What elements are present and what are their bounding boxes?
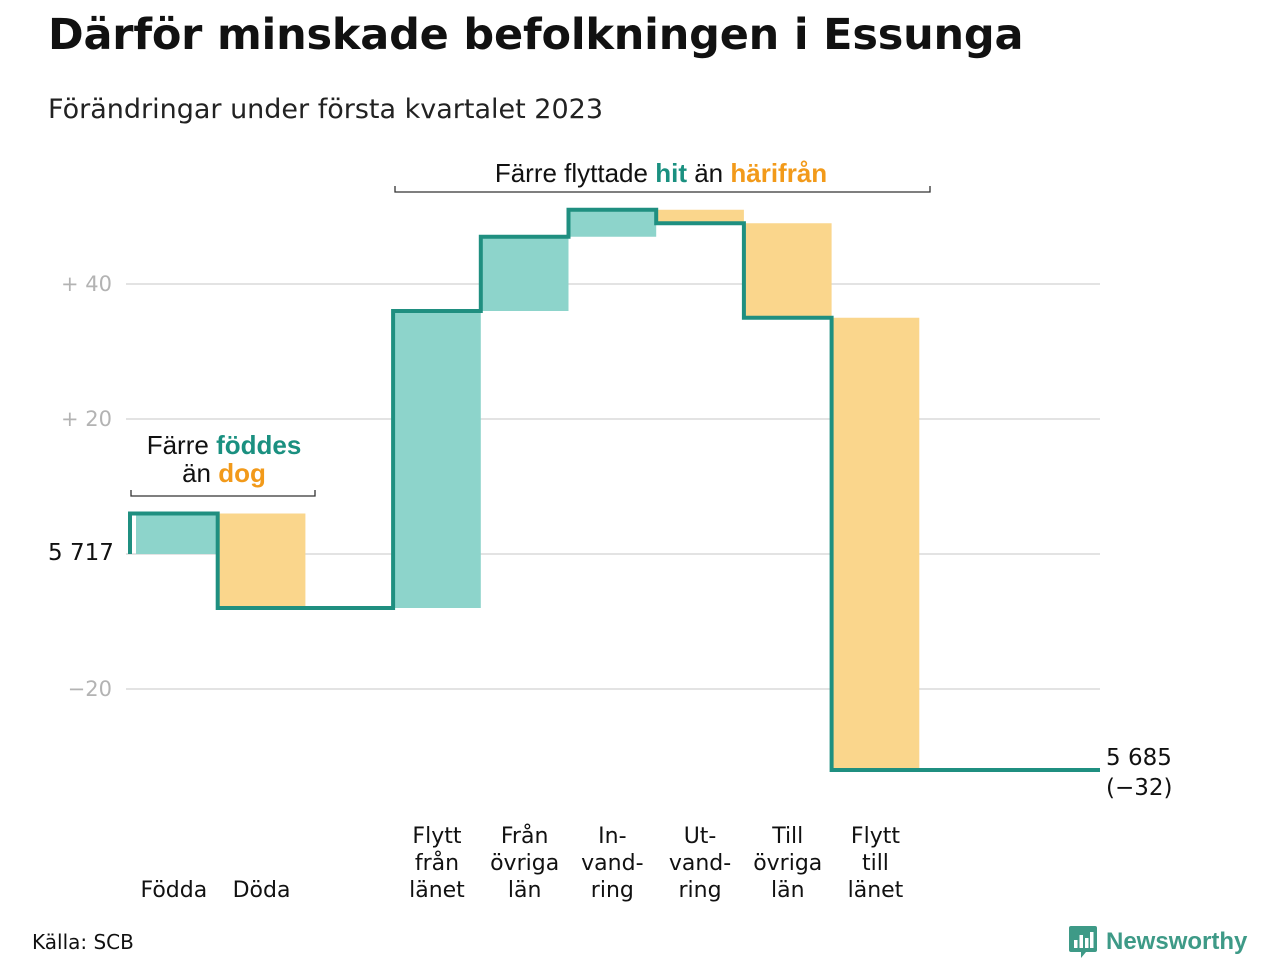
newsworthy-logo-icon <box>1069 926 1097 958</box>
category-label: till <box>862 851 889 876</box>
y-tick-label: + 20 <box>61 407 112 431</box>
bar <box>136 513 218 554</box>
x-axis-categories: Födda DödaFlyttfrånlänetFrånövrigalänIn-v… <box>140 823 903 903</box>
bar <box>480 236 569 311</box>
y-tick-label: + 40 <box>61 272 112 296</box>
category-label: ring <box>679 878 722 903</box>
bar <box>743 223 832 318</box>
category-label: övriga <box>753 851 822 876</box>
y-tick-label: −20 <box>68 677 112 701</box>
moves-annotation-text: Färre flyttade hit än härifrån <box>495 158 827 188</box>
category-label: Flytt <box>851 824 900 849</box>
category-label: länet <box>409 878 465 903</box>
births-annotation: Färre föddes än dog <box>130 430 316 497</box>
source-note: Källa: SCB <box>32 930 134 954</box>
end-change-label: (−32) <box>1106 775 1172 801</box>
births-bracket <box>130 490 316 497</box>
bar <box>568 209 657 237</box>
newsworthy-logo: Newsworthy <box>1068 924 1247 960</box>
category-label: län <box>771 878 805 903</box>
bar <box>393 311 481 608</box>
category-label: från <box>415 850 459 876</box>
category-label: ring <box>591 878 634 903</box>
category-label: län <box>508 878 542 903</box>
category-label: In- <box>598 824 626 849</box>
category-label: vand- <box>581 851 643 876</box>
y-axis-ticks: + 40 + 20 −20 <box>61 272 112 701</box>
category-label: Flytt <box>412 824 461 849</box>
births-annotation-line2: än dog <box>182 458 266 488</box>
gridlines <box>126 283 1100 690</box>
category-label: Till <box>771 824 803 849</box>
category-label: Döda <box>233 878 291 903</box>
bar <box>656 209 744 224</box>
bars <box>136 209 920 770</box>
chart-title: Därför minskade befolkningen i Essunga <box>48 10 1024 60</box>
category-label: Ut- <box>684 824 717 849</box>
running-total-line <box>128 207 1100 772</box>
brand-name: Newsworthy <box>1106 928 1248 955</box>
births-annotation-line1: Färre föddes <box>147 430 302 460</box>
chart-subtitle: Förändringar under första kvartalet 2023 <box>48 94 604 125</box>
category-label: Från <box>501 823 549 849</box>
category-label: vand- <box>669 851 731 876</box>
bar <box>217 513 306 608</box>
start-value-label: 5 717 <box>48 540 114 566</box>
bar <box>831 317 920 770</box>
end-value-label: 5 685 <box>1106 745 1172 771</box>
category-label: Födda <box>140 878 207 903</box>
running-total-path <box>128 207 1100 772</box>
moves-annotation: Färre flyttade hit än härifrån <box>394 158 931 193</box>
moves-bracket <box>394 186 931 193</box>
category-label: övriga <box>490 851 559 876</box>
category-label: länet <box>848 878 904 903</box>
